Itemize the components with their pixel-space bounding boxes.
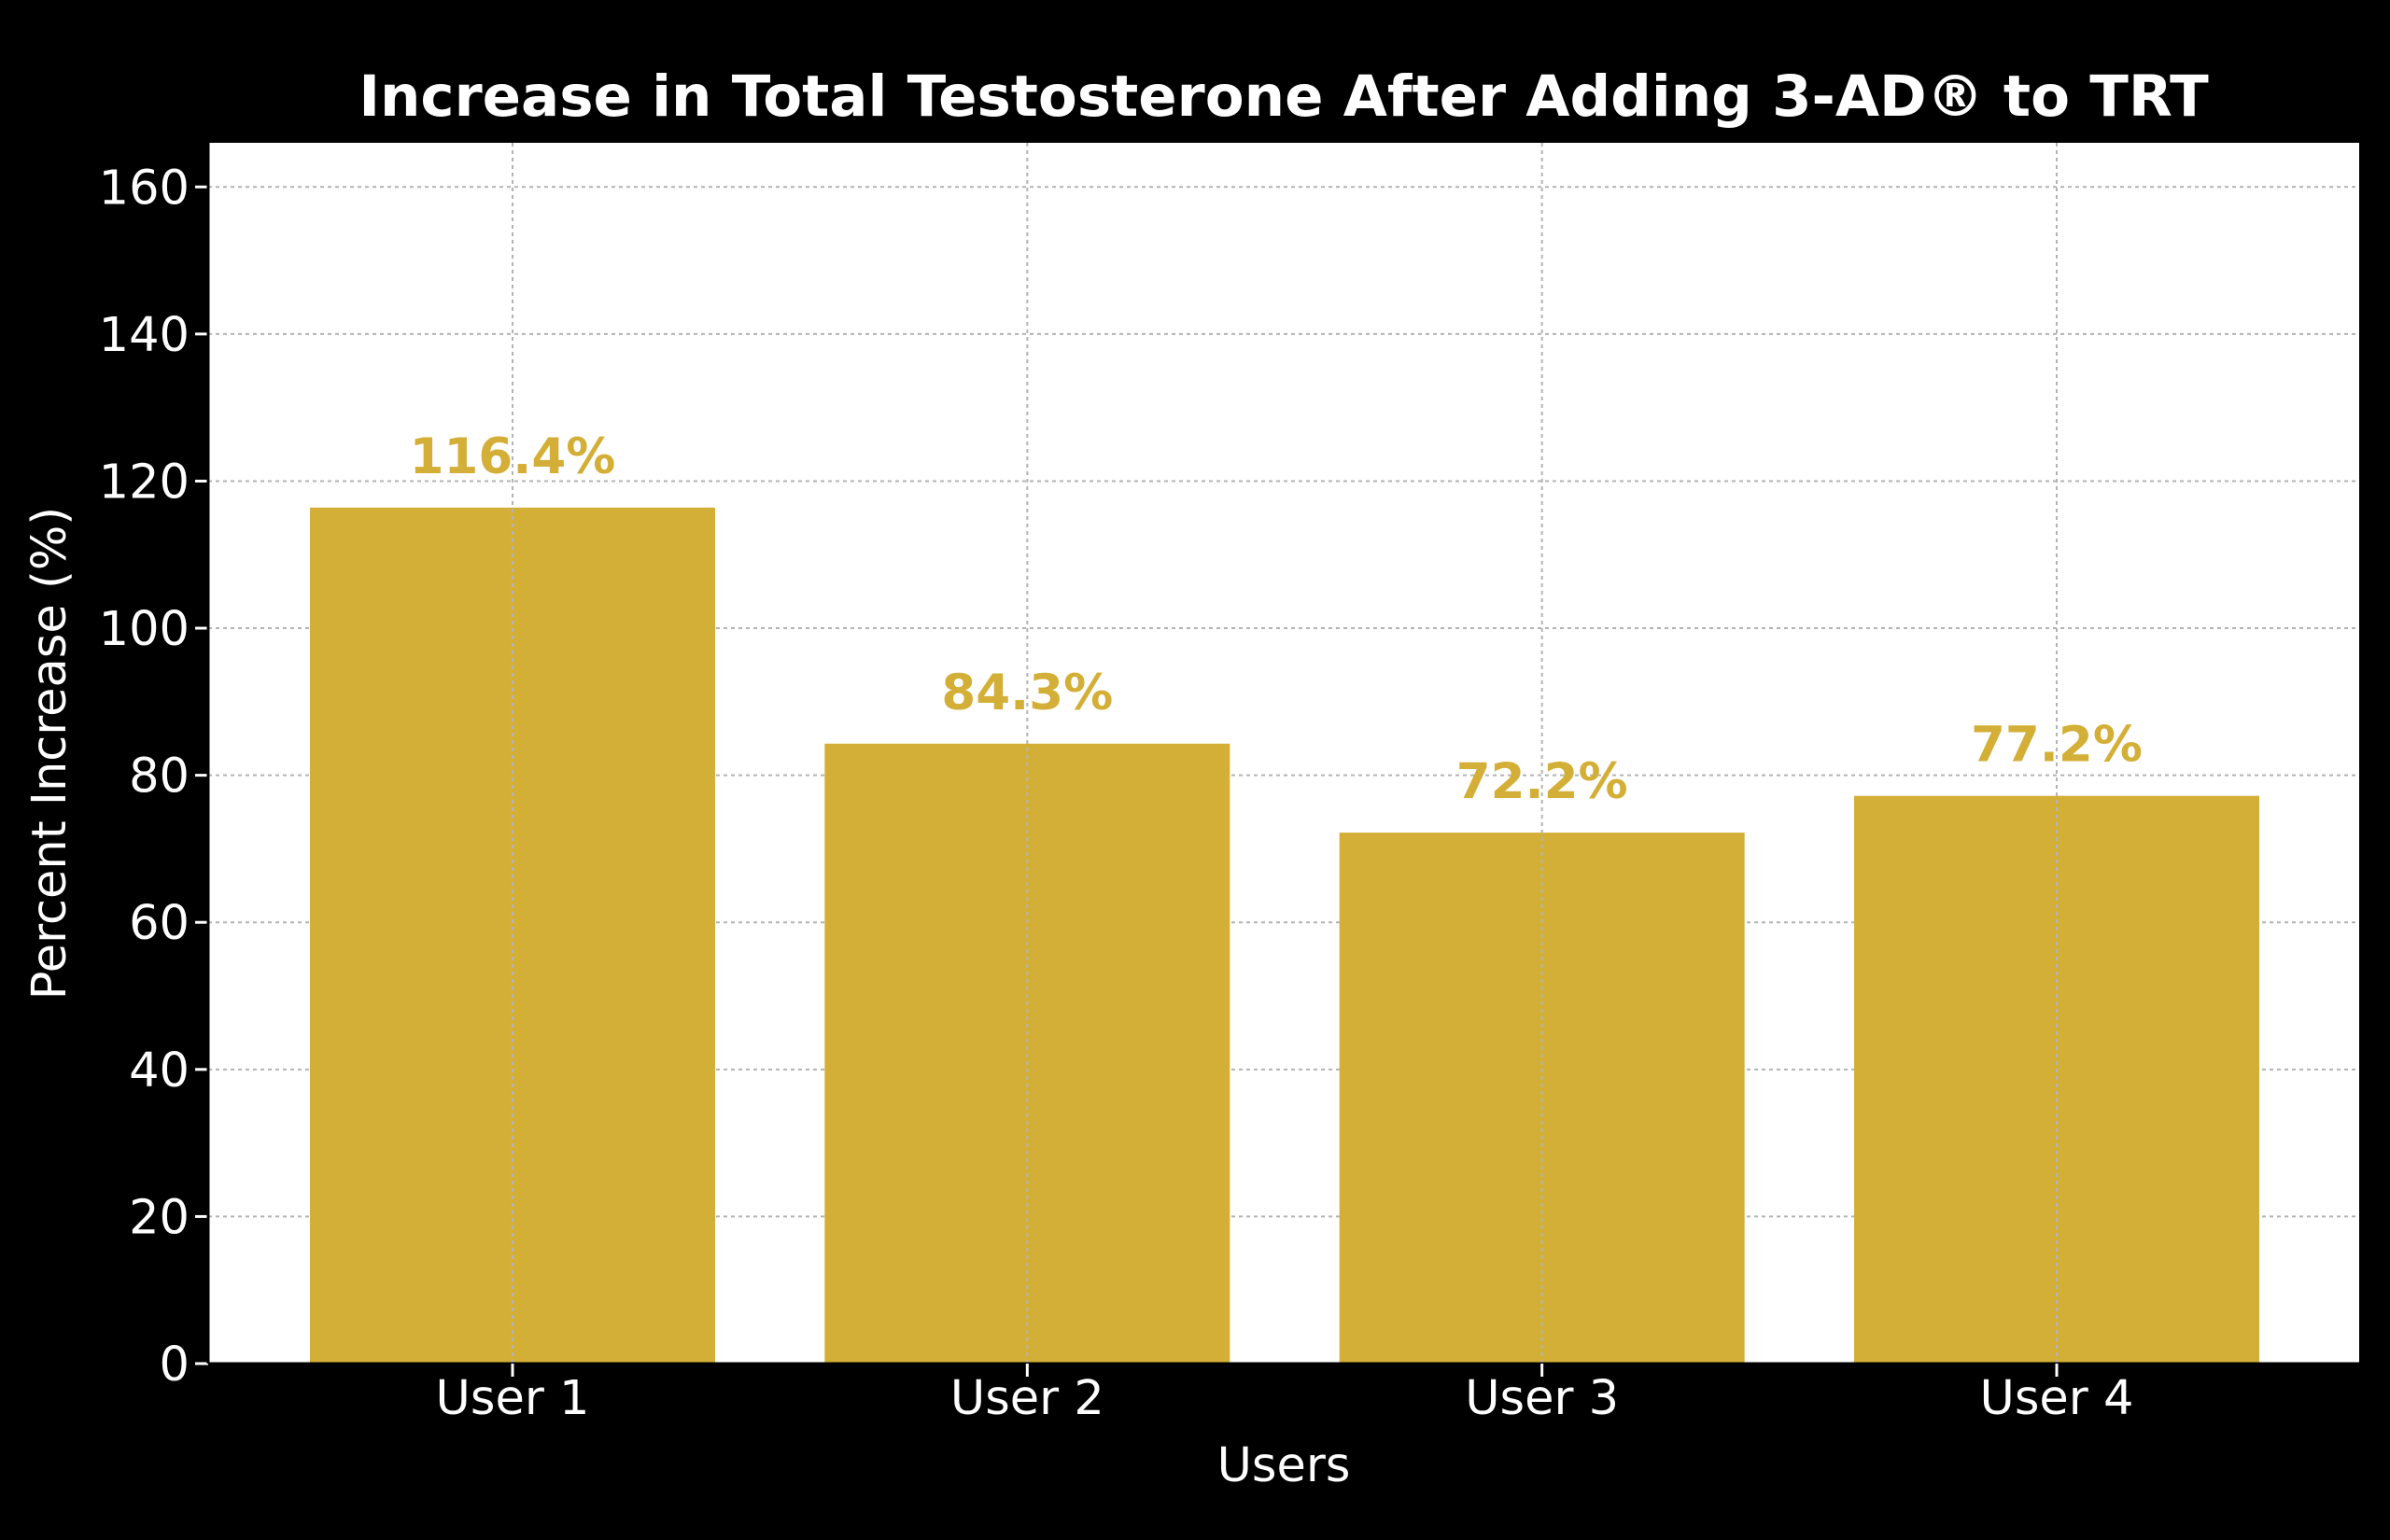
data-label: 116.4%: [410, 428, 616, 485]
y-tick-label: 160: [99, 161, 190, 216]
y-tick-label: 60: [129, 896, 190, 951]
x-tick-label: User 4: [1980, 1371, 2134, 1426]
y-tick-label: 20: [129, 1190, 190, 1245]
chart-title: Increase in Total Testosterone After Add…: [358, 63, 2209, 130]
y-tick-label: 0: [160, 1337, 190, 1393]
vertical-grid-lines: [512, 143, 2058, 1364]
y-tick-label: 40: [129, 1043, 190, 1099]
y-axis-label: Percent Increase (%): [22, 507, 77, 1000]
x-tick-label: User 1: [436, 1371, 590, 1426]
data-label: 72.2%: [1456, 753, 1628, 810]
x-tick-label: User 3: [1465, 1371, 1619, 1426]
x-tick-label: User 2: [950, 1371, 1104, 1426]
y-tick-label: 100: [99, 602, 190, 657]
data-labels: 116.4% 84.3% 72.2% 77.2%: [410, 428, 2143, 810]
axes: [195, 143, 2359, 1377]
x-axis-label: Users: [1217, 1438, 1351, 1493]
y-tick-label: 80: [129, 749, 190, 805]
x-tick-labels: User 1 User 2 User 3 User 4: [436, 1371, 2134, 1426]
data-label: 84.3%: [941, 665, 1113, 721]
y-tick-label: 120: [99, 455, 190, 510]
y-tick-label: 140: [99, 308, 190, 363]
data-label: 77.2%: [1971, 717, 2143, 774]
y-tick-labels: 0 20 40 60 80 100 120 140 160: [99, 161, 190, 1393]
